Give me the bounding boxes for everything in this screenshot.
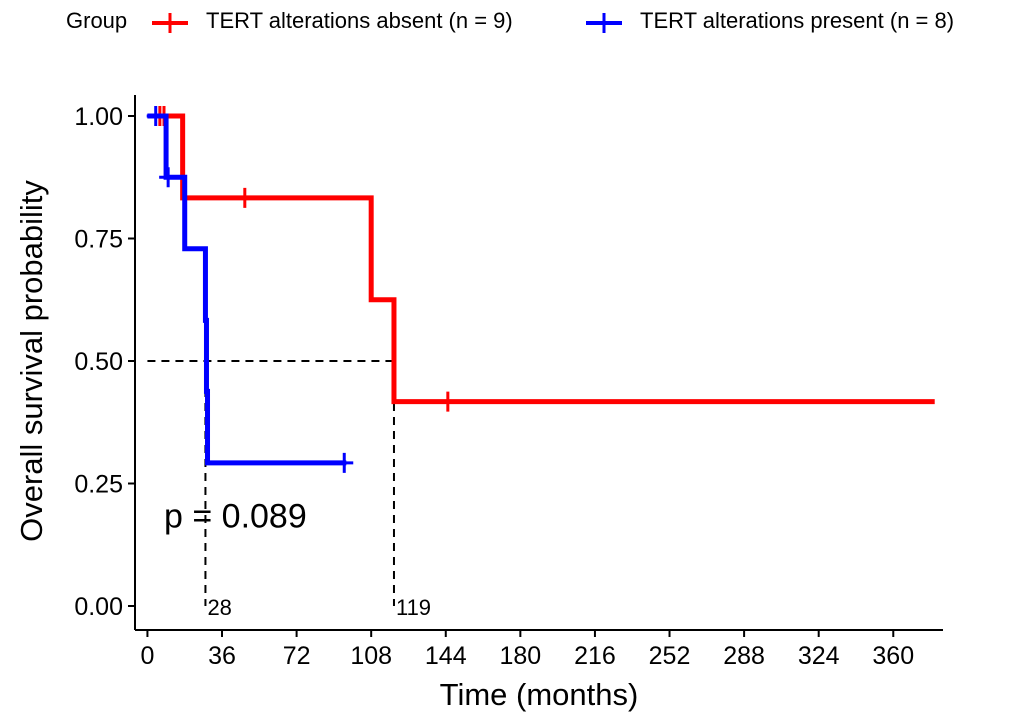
x-tick-label: 72 <box>283 642 311 670</box>
x-tick-label: 108 <box>350 642 392 670</box>
median-label: 119 <box>396 595 431 620</box>
legend-title: Group <box>66 8 128 33</box>
x-tick-label: 180 <box>499 642 541 670</box>
x-tick-label: 0 <box>140 642 154 670</box>
censor-mark <box>159 167 178 188</box>
censor-mark <box>335 452 354 473</box>
median-label: 28 <box>207 595 231 620</box>
x-tick-label: 144 <box>425 642 467 670</box>
x-tick-label: 288 <box>723 642 765 670</box>
x-tick-label: 324 <box>798 642 840 670</box>
x-tick-label: 252 <box>649 642 691 670</box>
y-axis-label: Overall survival probability <box>14 180 49 542</box>
y-tick-label: 0.75 <box>74 226 123 254</box>
p-value-annotation: p = 0.089 <box>164 497 307 535</box>
censor-mark <box>235 187 254 208</box>
x-tick-label: 36 <box>208 642 236 670</box>
x-tick-label: 360 <box>872 642 914 670</box>
legend-entry-absent: TERT alterations absent (n = 9) <box>206 8 513 33</box>
legend-key-absent <box>152 13 188 33</box>
y-tick-label: 0.50 <box>74 348 123 376</box>
censor-mark <box>146 106 165 126</box>
y-tick-label: 1.00 <box>74 103 123 131</box>
y-tick-label: 0.25 <box>74 471 123 499</box>
x-tick-label: 216 <box>574 642 616 670</box>
y-tick-label: 0.00 <box>74 593 123 621</box>
legend-entry-present: TERT alterations present (n = 8) <box>640 8 955 33</box>
legend-key-present <box>586 13 622 33</box>
x-axis-label: Time (months) <box>440 677 639 712</box>
legend: Group TERT alterations absent (n = 9) TE… <box>0 0 1029 50</box>
censor-mark <box>438 391 457 412</box>
survival-curve-absent <box>147 113 935 405</box>
survival-curve-present <box>147 113 347 466</box>
